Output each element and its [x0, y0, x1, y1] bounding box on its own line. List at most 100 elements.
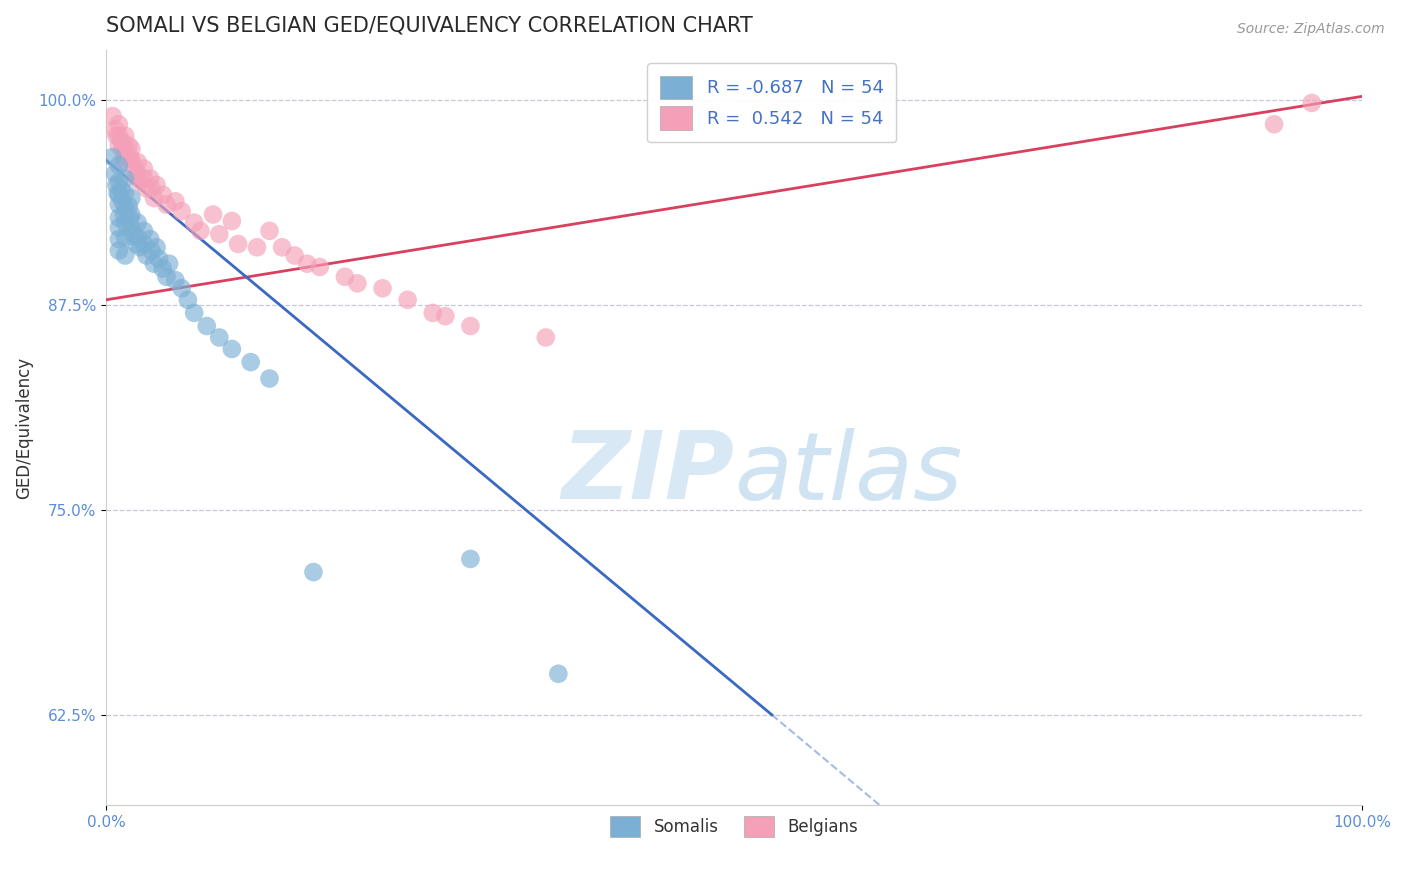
Text: atlas: atlas	[734, 427, 962, 518]
Point	[112, 207, 135, 221]
Point	[110, 183, 132, 197]
Point	[132, 224, 155, 238]
Point	[141, 244, 163, 258]
Point	[143, 191, 166, 205]
Point	[155, 269, 177, 284]
Point	[111, 194, 134, 209]
Point	[108, 232, 131, 246]
Point	[208, 330, 231, 344]
Point	[221, 214, 243, 228]
Point	[127, 166, 149, 180]
Point	[547, 666, 569, 681]
Point	[143, 257, 166, 271]
Point	[139, 232, 162, 246]
Point	[108, 128, 131, 143]
Point	[295, 257, 318, 271]
Point	[129, 175, 152, 189]
Point	[114, 153, 136, 168]
Point	[114, 128, 136, 143]
Point	[114, 171, 136, 186]
Point	[259, 224, 281, 238]
Point	[284, 248, 307, 262]
Point	[108, 197, 131, 211]
Point	[105, 178, 128, 192]
Point	[110, 134, 132, 148]
Point	[107, 186, 129, 201]
Point	[127, 216, 149, 230]
Point	[112, 150, 135, 164]
Point	[190, 224, 212, 238]
Point	[108, 211, 131, 225]
Point	[422, 306, 444, 320]
Point	[132, 161, 155, 176]
Text: SOMALI VS BELGIAN GED/EQUIVALENCY CORRELATION CHART: SOMALI VS BELGIAN GED/EQUIVALENCY CORREL…	[107, 15, 754, 35]
Point	[132, 237, 155, 252]
Y-axis label: GED/Equivalency: GED/Equivalency	[15, 357, 32, 499]
Point	[1301, 95, 1323, 110]
Point	[105, 128, 128, 143]
Point	[125, 169, 148, 184]
Point	[534, 330, 557, 344]
Point	[114, 248, 136, 262]
Point	[129, 240, 152, 254]
Point	[108, 220, 131, 235]
Point	[114, 201, 136, 215]
Point	[118, 138, 141, 153]
Point	[226, 237, 249, 252]
Point	[108, 158, 131, 172]
Point	[127, 230, 149, 244]
Point	[108, 175, 131, 189]
Point	[371, 281, 394, 295]
Point	[141, 181, 163, 195]
Point	[104, 166, 127, 180]
Point	[460, 318, 482, 333]
Point	[120, 153, 142, 168]
Point	[145, 178, 167, 192]
Point	[183, 306, 205, 320]
Point	[308, 260, 330, 274]
Point	[221, 342, 243, 356]
Point	[346, 277, 368, 291]
Point	[195, 318, 218, 333]
Point	[108, 138, 131, 153]
Point	[120, 220, 142, 235]
Point	[111, 142, 134, 156]
Point	[460, 552, 482, 566]
Point	[114, 142, 136, 156]
Point	[155, 197, 177, 211]
Point	[208, 227, 231, 242]
Point	[202, 207, 225, 221]
Legend: Somalis, Belgians: Somalis, Belgians	[602, 807, 866, 846]
Point	[259, 371, 281, 385]
Point	[170, 281, 193, 295]
Point	[1263, 117, 1285, 131]
Point	[114, 230, 136, 244]
Point	[271, 240, 294, 254]
Point	[108, 187, 131, 202]
Point	[132, 171, 155, 186]
Point	[333, 269, 356, 284]
Point	[135, 181, 157, 195]
Point	[135, 248, 157, 262]
Point	[101, 150, 124, 164]
Point	[122, 227, 145, 242]
Point	[148, 252, 170, 266]
Point	[118, 199, 141, 213]
Point	[139, 171, 162, 186]
Point	[165, 273, 187, 287]
Point	[104, 122, 127, 136]
Point	[120, 207, 142, 221]
Point	[120, 191, 142, 205]
Point	[183, 216, 205, 230]
Point	[396, 293, 419, 307]
Point	[127, 155, 149, 169]
Point	[157, 257, 180, 271]
Point	[246, 240, 269, 254]
Point	[434, 309, 457, 323]
Point	[108, 244, 131, 258]
Point	[120, 150, 142, 164]
Point	[122, 161, 145, 176]
Point	[239, 355, 262, 369]
Point	[101, 109, 124, 123]
Point	[108, 117, 131, 131]
